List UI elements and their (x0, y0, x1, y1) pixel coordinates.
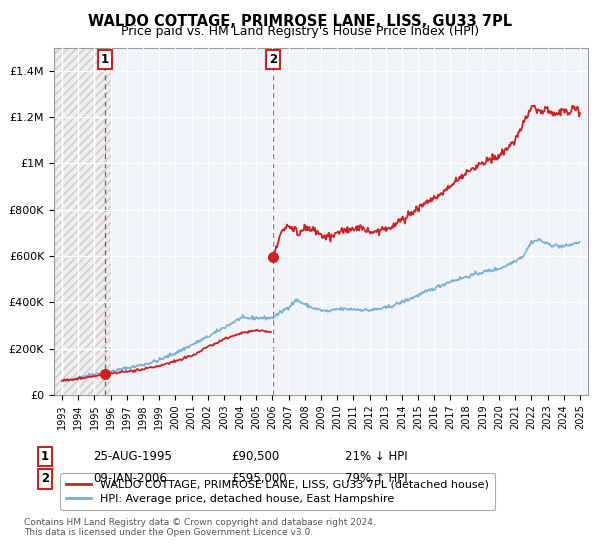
Text: Price paid vs. HM Land Registry's House Price Index (HPI): Price paid vs. HM Land Registry's House … (121, 25, 479, 38)
Text: 2: 2 (269, 53, 277, 66)
Text: 21% ↓ HPI: 21% ↓ HPI (345, 450, 407, 463)
Text: £595,000: £595,000 (231, 472, 287, 486)
Text: WALDO COTTAGE, PRIMROSE LANE, LISS, GU33 7PL: WALDO COTTAGE, PRIMROSE LANE, LISS, GU33… (88, 14, 512, 29)
Bar (54, 48, 110, 395)
Text: Contains HM Land Registry data © Crown copyright and database right 2024.
This d: Contains HM Land Registry data © Crown c… (24, 518, 376, 538)
Text: 2: 2 (41, 472, 49, 486)
Text: 1: 1 (41, 450, 49, 463)
Legend: WALDO COTTAGE, PRIMROSE LANE, LISS, GU33 7PL (detached house), HPI: Average pric: WALDO COTTAGE, PRIMROSE LANE, LISS, GU33… (59, 473, 495, 511)
Bar (110, 48, 588, 395)
Text: 25-AUG-1995: 25-AUG-1995 (93, 450, 172, 463)
Text: £90,500: £90,500 (231, 450, 279, 463)
Text: 79% ↑ HPI: 79% ↑ HPI (345, 472, 407, 486)
Text: 09-JAN-2006: 09-JAN-2006 (93, 472, 167, 486)
Text: 1: 1 (101, 53, 109, 66)
